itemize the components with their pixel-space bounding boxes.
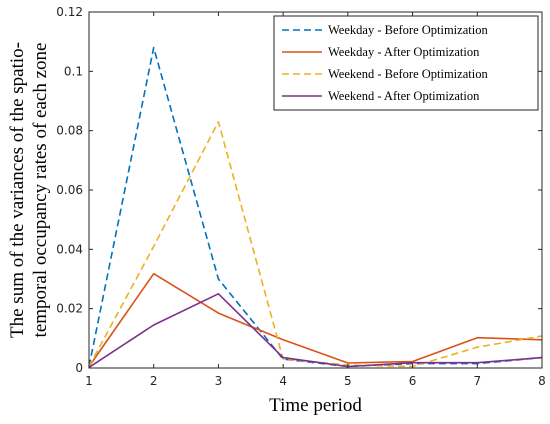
legend-label: Weekend - After Optimization xyxy=(328,89,480,103)
x-axis-title: Time period xyxy=(269,395,362,416)
x-tick-label: 8 xyxy=(538,374,546,388)
legend: Weekday - Before Optimization Weekday - A… xyxy=(273,15,539,111)
y-axis-title-line: temporal occupancy rates of each zone xyxy=(30,43,51,338)
series-line-weekday-before-optimization xyxy=(88,46,543,368)
x-tick-label: 6 xyxy=(409,374,417,388)
series-line-weekday-after-optimization xyxy=(88,272,543,367)
y-tick-label: 0.08 xyxy=(56,124,83,138)
x-tick-label: 7 xyxy=(473,374,481,388)
series-layer xyxy=(88,46,543,369)
x-tick-label: 1 xyxy=(85,374,93,388)
series-line-weekend-after-optimization xyxy=(88,292,543,369)
y-tick-label: 0.1 xyxy=(64,64,83,78)
axis-ticks: 1 2 3 4 5 6 7 8 0 0.02 0.04 0.06 0.08 0.1 0.12 xyxy=(56,5,546,388)
legend-label: Weekend - Before Optimization xyxy=(328,67,488,81)
series-line-weekend-before-optimization xyxy=(88,121,543,368)
x-tick-label: 3 xyxy=(215,374,223,388)
y-tick-label: 0.02 xyxy=(56,302,83,316)
legend-label: Weekday - After Optimization xyxy=(328,45,480,59)
x-tick-label: 2 xyxy=(150,374,158,388)
y-tick-label: 0.12 xyxy=(56,5,83,19)
legend-box xyxy=(273,15,539,111)
y-tick-label: 0.04 xyxy=(56,242,83,256)
y-axis-title-line: The sum of the variances of the spatio- xyxy=(7,42,28,338)
y-axis-title: The sum of the variances of the spatio-t… xyxy=(7,42,51,338)
x-tick-label: 5 xyxy=(344,374,352,388)
y-tick-label: 0 xyxy=(75,361,83,375)
legend-label: Weekday - Before Optimization xyxy=(328,23,488,37)
y-tick-label: 0.06 xyxy=(56,183,83,197)
x-tick-label: 4 xyxy=(279,374,287,388)
